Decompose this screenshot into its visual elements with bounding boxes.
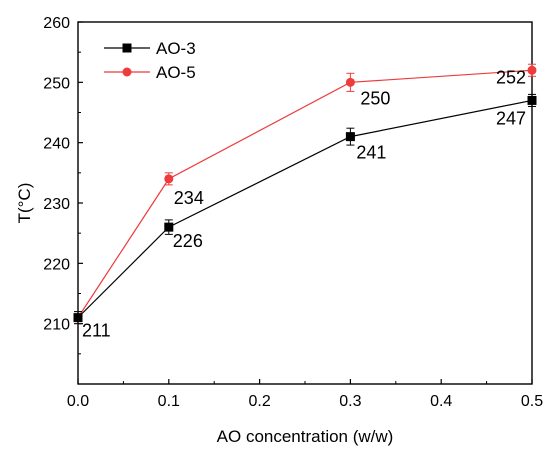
x-tick-label: 0.5 (521, 393, 543, 410)
series-ao-5 (73, 63, 537, 325)
data-label: 211 (82, 321, 111, 341)
data-point (164, 222, 174, 232)
data-label: 226 (173, 231, 203, 251)
legend-item-ao-5: AO-5 (104, 63, 196, 82)
data-point (345, 77, 355, 87)
data-point (527, 65, 537, 75)
axes: 0.0 0.1 0.2 0.3 0.4 0.5 210 220 230 240 250 260 (43, 15, 543, 410)
data-label: 234 (174, 188, 204, 208)
x-tick-label: 0.3 (339, 393, 361, 410)
y-axis-title: T(°C) (15, 183, 34, 224)
x-axis-title: AO concentration (w/w) (217, 427, 394, 446)
x-tick-label: 0.0 (67, 393, 89, 410)
y-tick-label: 230 (43, 196, 70, 213)
legend-label: AO-5 (156, 63, 196, 82)
legend-marker (122, 43, 132, 53)
data-label: 247 (496, 108, 526, 128)
legend-marker (122, 67, 132, 77)
x-tick-label: 0.1 (158, 393, 180, 410)
y-tick-label: 210 (43, 317, 70, 334)
y-tick-label: 260 (43, 15, 70, 32)
data-label: 250 (360, 88, 390, 108)
series-layer (73, 63, 537, 325)
series-line (77, 69, 533, 318)
legend-label: AO-3 (156, 39, 196, 58)
legend-item-ao-3: AO-3 (104, 39, 196, 58)
data-point (164, 174, 174, 184)
data-point (345, 132, 355, 142)
plot-frame (77, 21, 533, 385)
legend: AO-3 AO-5 (104, 39, 196, 82)
series-line (77, 99, 533, 319)
series-ao-3 (73, 93, 537, 325)
x-tick-label: 0.2 (248, 393, 270, 410)
data-label: 252 (496, 67, 526, 87)
data-label: 241 (356, 143, 386, 163)
y-tick-label: 250 (43, 75, 70, 92)
y-tick-label: 240 (43, 136, 70, 153)
data-point (527, 95, 537, 105)
x-tick-label: 0.4 (430, 393, 452, 410)
data-labels: 211 226 241 247 234 250 252 (82, 67, 526, 340)
data-point (73, 313, 83, 323)
y-tick-label: 220 (43, 256, 70, 273)
